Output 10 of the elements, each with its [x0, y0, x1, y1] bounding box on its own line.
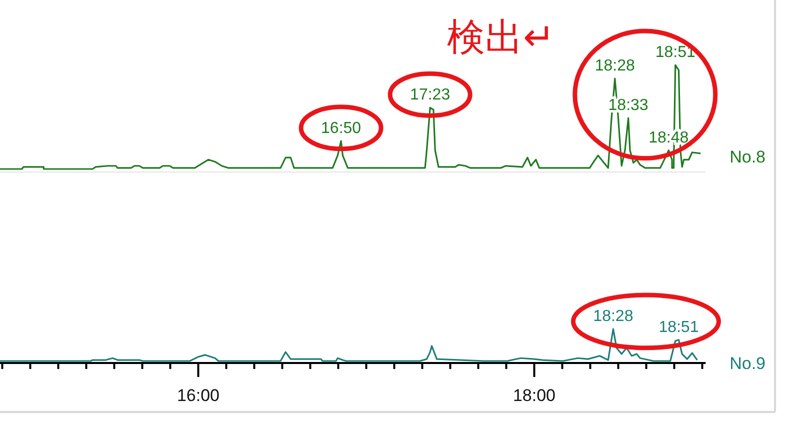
x-tick-label: 18:00: [512, 386, 556, 405]
series-label: No.9: [730, 354, 766, 374]
annotation: 16:50: [321, 120, 362, 137]
text: 検出↵: [447, 17, 555, 59]
annotation: 18:28: [594, 58, 635, 75]
annotation: 18:51: [658, 318, 699, 336]
annotation: 18:28: [593, 308, 634, 325]
x-tick-label: 16:00: [176, 386, 220, 405]
series-label: No.8: [730, 147, 766, 166]
annotation: 17:23: [410, 86, 450, 104]
